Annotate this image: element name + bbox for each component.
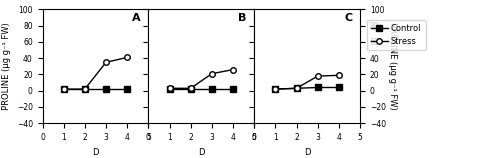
X-axis label: D: D xyxy=(92,148,98,157)
X-axis label: D: D xyxy=(198,148,204,157)
Y-axis label: PROLINE (μg g⁻¹ FW): PROLINE (μg g⁻¹ FW) xyxy=(2,22,11,110)
Text: C: C xyxy=(344,13,352,23)
Text: A: A xyxy=(132,13,141,23)
Text: B: B xyxy=(238,13,247,23)
Y-axis label: PROLINE (μg g⁻¹ FW): PROLINE (μg g⁻¹ FW) xyxy=(388,22,397,110)
X-axis label: D: D xyxy=(304,148,310,157)
Legend: Control, Stress: Control, Stress xyxy=(366,20,426,50)
